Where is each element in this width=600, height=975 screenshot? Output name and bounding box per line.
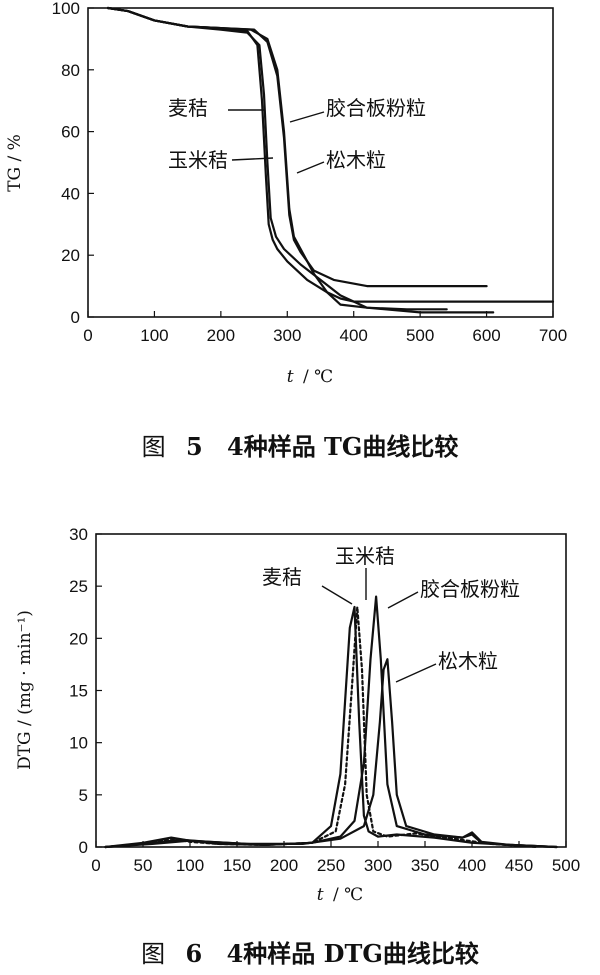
dtg-x-axis-unit: / ℃ <box>333 885 363 905</box>
dtg-x-tick-label: 150 <box>223 856 251 875</box>
dtg-y-tick-label: 20 <box>69 629 88 648</box>
tg-caption-text: 4种样品 TG曲线比较 <box>227 432 458 461</box>
tg-y-axis-title: TG / % <box>5 134 25 192</box>
tg-label-yumijie: 玉米秸 <box>168 148 228 172</box>
dtg-leader-songmu <box>395 663 437 683</box>
dtg-series-lines <box>104 595 558 849</box>
tg-leader-songmu <box>296 161 325 174</box>
dtg-leader-maijie <box>321 585 353 605</box>
tg-label-maijie: 麦秸 <box>168 96 208 120</box>
dtg-x-axis-title: t / ℃ <box>317 885 363 905</box>
dtg-x-ticks: 0 50 100 150 200 250 300 350 400 450 500 <box>91 841 580 875</box>
dtg-series-line <box>104 658 558 849</box>
tg-leader-yumijie <box>231 157 274 161</box>
dtg-series-line <box>104 605 558 849</box>
tg-caption-prefix: 图 <box>142 433 166 461</box>
dtg-x-tick-label: 350 <box>411 856 439 875</box>
dtg-y-tick-label: 10 <box>69 734 88 753</box>
tg-caption: 图 5 4种样品 TG曲线比较 <box>142 432 459 461</box>
dtg-y-tick-label: 0 <box>79 838 88 857</box>
dtg-x-tick-label: 200 <box>270 856 298 875</box>
dtg-y-axis-title: DTG / (mg · min⁻¹) <box>15 610 35 770</box>
tg-series-line <box>106 6 495 314</box>
tg-x-axis-unit: / ℃ <box>303 367 333 387</box>
dtg-x-axis-variable: t <box>317 885 324 905</box>
dtg-y-ticks: 0 5 10 15 20 25 30 <box>69 525 102 857</box>
tg-y-ticks: 0 20 40 60 80 100 <box>52 0 94 327</box>
dtg-caption-number: 6 <box>186 939 203 968</box>
dtg-x-tick-label: 500 <box>552 856 580 875</box>
dtg-series-line <box>104 595 558 849</box>
tg-y-tick-label: 60 <box>61 123 80 142</box>
tg-series-lines <box>106 6 555 314</box>
dtg-label-maijie: 麦秸 <box>262 565 302 589</box>
tg-x-tick-label: 300 <box>273 326 301 345</box>
dtg-x-tick-label: 50 <box>134 856 153 875</box>
tg-leader-jiaoheban <box>289 111 325 123</box>
tg-y-tick-label: 100 <box>52 0 80 18</box>
dtg-leader-jiaoheban <box>387 591 419 609</box>
tg-x-tick-label: 100 <box>140 326 168 345</box>
dtg-caption-text: 4种样品 DTG曲线比较 <box>227 939 479 968</box>
dtg-x-tick-label: 250 <box>317 856 345 875</box>
dtg-x-tick-label: 450 <box>505 856 533 875</box>
dtg-y-tick-label: 30 <box>69 525 88 544</box>
tg-x-tick-label: 700 <box>539 326 567 345</box>
tg-y-tick-label: 80 <box>61 61 80 80</box>
dtg-x-tick-label: 400 <box>458 856 486 875</box>
tg-x-ticks: 0 100 200 300 400 500 600 700 <box>83 311 567 345</box>
tg-y-tick-label: 0 <box>71 308 80 327</box>
tg-x-axis-variable: t <box>287 367 294 387</box>
dtg-y-tick-label: 15 <box>69 682 88 701</box>
tg-x-tick-label: 500 <box>406 326 434 345</box>
dtg-x-tick-label: 300 <box>364 856 392 875</box>
tg-caption-number: 5 <box>186 432 203 461</box>
dtg-label-songmu: 松木粒 <box>438 649 498 673</box>
tg-y-tick-label: 40 <box>61 184 80 203</box>
tg-x-tick-label: 200 <box>207 326 235 345</box>
dtg-y-tick-label: 5 <box>79 786 88 805</box>
dtg-label-yumijie: 玉米秸 <box>335 544 395 568</box>
tg-x-tick-label: 400 <box>340 326 368 345</box>
tg-label-jiaoheban: 胶合板粉粒 <box>326 96 426 120</box>
dtg-label-jiaoheban: 胶合板粉粒 <box>420 577 520 601</box>
tg-series-line <box>106 6 448 311</box>
tg-chart: 0 100 200 300 400 500 600 700 0 20 40 60 80 100 TG /… <box>5 0 567 461</box>
dtg-series-line <box>104 605 539 849</box>
dtg-x-tick-label: 0 <box>91 856 100 875</box>
dtg-caption: 图 6 4种样品 DTG曲线比较 <box>141 939 479 968</box>
tg-x-tick-label: 600 <box>472 326 500 345</box>
tg-series-line <box>106 6 488 288</box>
tg-label-songmu: 松木粒 <box>326 148 386 172</box>
tg-y-tick-label: 20 <box>61 246 80 265</box>
dtg-chart: 0 50 100 150 200 250 300 350 400 450 500 0 5 10 15 20 2… <box>15 525 580 968</box>
tg-x-axis-title: t / ℃ <box>287 367 333 387</box>
tg-plot-frame <box>87 7 554 318</box>
dtg-y-tick-label: 25 <box>69 577 88 596</box>
dtg-caption-prefix: 图 <box>141 940 165 968</box>
tg-x-tick-label: 0 <box>83 326 92 345</box>
dtg-x-tick-label: 100 <box>176 856 204 875</box>
